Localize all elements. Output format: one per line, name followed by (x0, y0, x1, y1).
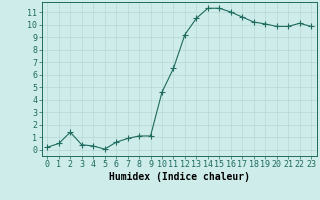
X-axis label: Humidex (Indice chaleur): Humidex (Indice chaleur) (109, 172, 250, 182)
